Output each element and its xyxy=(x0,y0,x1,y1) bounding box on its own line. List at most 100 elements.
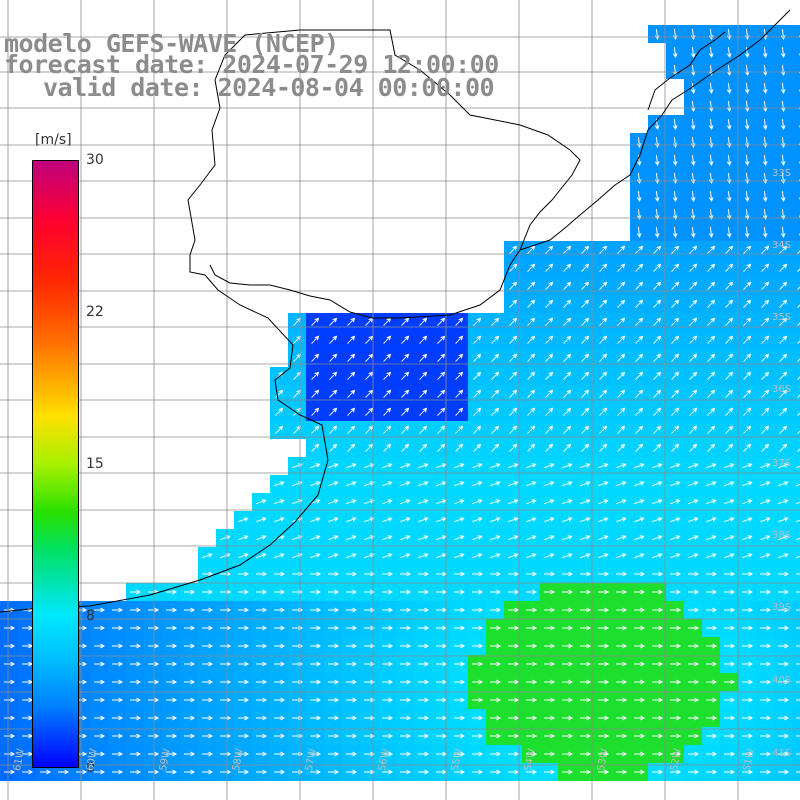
wind-arrow xyxy=(346,499,357,505)
wind-arrow xyxy=(689,263,698,272)
wind-arrow xyxy=(112,661,124,667)
wind-arrow xyxy=(256,607,268,613)
wind-arrow xyxy=(761,245,770,254)
wind-arrow xyxy=(726,190,732,202)
wind-arrow xyxy=(401,335,410,344)
wind-arrow xyxy=(401,389,410,398)
wind-arrow xyxy=(256,589,268,595)
wind-arrow xyxy=(688,625,700,631)
wind-arrow xyxy=(724,535,735,541)
wind-arrow xyxy=(724,643,736,649)
wind-arrow xyxy=(671,317,680,326)
wind-arrow xyxy=(599,335,608,344)
wind-arrow xyxy=(706,697,718,703)
wind-arrow xyxy=(797,394,800,398)
wind-arrow xyxy=(688,697,700,703)
wind-arrow xyxy=(130,679,142,685)
wind-arrow xyxy=(634,481,645,487)
wind-arrow xyxy=(652,517,663,523)
wind-arrow xyxy=(545,281,554,290)
wind-arrow xyxy=(563,443,572,452)
wind-arrow xyxy=(688,499,699,505)
wind-arrow xyxy=(310,499,321,505)
wind-arrow xyxy=(742,517,753,523)
wind-arrow xyxy=(653,245,662,254)
wind-arrow xyxy=(653,407,662,416)
wind-arrow xyxy=(562,769,574,775)
wind-arrow xyxy=(328,517,339,523)
wind-arrow xyxy=(491,425,500,434)
wind-arrow xyxy=(365,407,374,416)
wind-arrow xyxy=(526,715,538,721)
wind-arrow xyxy=(760,661,772,667)
wind-arrow xyxy=(778,499,789,505)
wind-arrow xyxy=(671,425,680,434)
wind-arrow xyxy=(472,553,483,559)
wind-arrow xyxy=(130,769,142,775)
wind-arrow xyxy=(328,499,339,505)
wind-arrow xyxy=(707,317,716,326)
wind-arrow xyxy=(508,751,520,757)
wind-arrow xyxy=(580,679,592,685)
wind-arrow xyxy=(526,643,538,649)
wind-arrow xyxy=(706,499,717,505)
wind-arrow xyxy=(780,46,786,58)
wind-arrow xyxy=(742,679,754,685)
wind-arrow xyxy=(401,425,410,434)
wind-arrow xyxy=(670,715,682,721)
wind-arrow xyxy=(491,407,500,416)
wind-arrow xyxy=(473,353,482,362)
wind-arrow xyxy=(598,733,610,739)
coastline xyxy=(0,29,581,613)
wind-arrow xyxy=(490,751,502,757)
wind-arrow xyxy=(526,535,537,541)
wind-arrow xyxy=(274,643,286,649)
wind-arrow xyxy=(762,208,768,220)
wind-arrow xyxy=(382,589,394,595)
wind-arrow xyxy=(599,425,608,434)
wind-arrow xyxy=(400,481,411,487)
wind-arrow xyxy=(527,407,536,416)
wind-arrow xyxy=(202,751,214,757)
wind-arrow xyxy=(4,625,16,631)
wind-arrow xyxy=(310,751,322,757)
wind-arrow xyxy=(598,481,609,487)
coastline-north xyxy=(519,9,791,251)
wind-arrow xyxy=(472,481,483,487)
wind-arrow xyxy=(778,769,790,775)
wind-arrow xyxy=(743,371,752,380)
wind-arrow xyxy=(616,625,628,631)
wind-arrow xyxy=(472,607,484,613)
wind-arrow xyxy=(4,643,16,649)
wind-arrow xyxy=(4,661,16,667)
wind-arrow xyxy=(383,443,392,452)
wind-arrow xyxy=(382,517,393,523)
wind-arrow xyxy=(328,535,339,541)
wind-arrow xyxy=(310,553,321,559)
wind-arrow xyxy=(472,571,484,577)
wind-arrow xyxy=(400,499,411,505)
wind-arrow xyxy=(760,535,771,541)
forecast-date: forecast date: 2024-07-29 12:00:00 xyxy=(4,50,499,79)
wind-arrow xyxy=(527,443,536,452)
wind-arrow xyxy=(778,589,790,595)
wind-arrow xyxy=(796,627,800,629)
wind-arrow xyxy=(382,625,394,631)
wind-arrow xyxy=(670,625,682,631)
wind-arrow xyxy=(328,463,339,469)
wind-arrow xyxy=(329,407,338,416)
wind-arrow xyxy=(707,407,716,416)
wind-arrow xyxy=(437,407,446,416)
wind-arrow xyxy=(112,643,124,649)
speed-cell xyxy=(792,367,800,385)
wind-arrow xyxy=(329,317,338,326)
wind-arrow xyxy=(778,625,790,631)
wind-arrow xyxy=(744,100,750,112)
wind-arrow xyxy=(796,591,800,593)
wind-arrow xyxy=(346,589,358,595)
wind-arrow xyxy=(112,625,124,631)
wind-arrow xyxy=(382,751,394,757)
wind-arrow xyxy=(4,733,16,739)
wind-arrow xyxy=(419,407,428,416)
